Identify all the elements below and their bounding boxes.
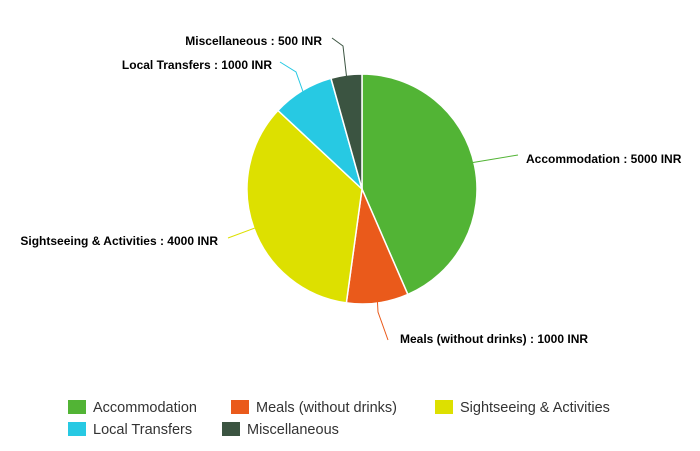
slice-labels: Accommodation : 5000 INR Meals (without d… <box>20 34 681 346</box>
legend-item-meals-without-drinks[interactable]: Meals (without drinks) <box>231 400 397 416</box>
legend-label: Meals (without drinks) <box>256 400 397 416</box>
legend-label: Accommodation <box>93 400 197 416</box>
legend: Accommodation Meals (without drinks) Sight… <box>68 400 610 438</box>
pie-slices <box>246 73 478 305</box>
connector-accommodation <box>469 154 519 167</box>
pie-slice-sightseeing-activities[interactable] <box>246 109 363 304</box>
connector-local-transfers <box>279 61 304 93</box>
legend-swatch <box>222 422 240 436</box>
legend-item-accommodation[interactable]: Accommodation <box>68 400 197 416</box>
legend-label: Local Transfers <box>93 422 192 438</box>
legend-swatch <box>231 400 249 414</box>
connector-sightseeing-activities <box>227 226 256 239</box>
legend-item-sightseeing-activities[interactable]: Sightseeing & Activities <box>435 400 610 416</box>
slice-label-accommodation: Accommodation : 5000 INR <box>526 152 682 166</box>
connector-meals-without-drinks <box>376 300 389 341</box>
slice-label-local-transfers: Local Transfers : 1000 INR <box>122 58 272 72</box>
legend-label: Miscellaneous <box>247 422 339 438</box>
slice-label-miscellaneous: Miscellaneous : 500 INR <box>185 34 322 48</box>
pie-slice-accommodation[interactable] <box>361 73 478 296</box>
label-connectors <box>227 37 519 341</box>
legend-swatch <box>435 400 453 414</box>
slice-label-sightseeing-activities: Sightseeing & Activities : 4000 INR <box>20 234 218 248</box>
legend-item-local-transfers[interactable]: Local Transfers <box>68 422 192 438</box>
legend-swatch <box>68 422 86 436</box>
legend-swatch <box>68 400 86 414</box>
legend-item-miscellaneous[interactable]: Miscellaneous <box>222 422 339 438</box>
connector-miscellaneous <box>331 37 348 78</box>
legend-label: Sightseeing & Activities <box>460 400 610 416</box>
slice-label-meals-without-drinks: Meals (without drinks) : 1000 INR <box>400 332 588 346</box>
